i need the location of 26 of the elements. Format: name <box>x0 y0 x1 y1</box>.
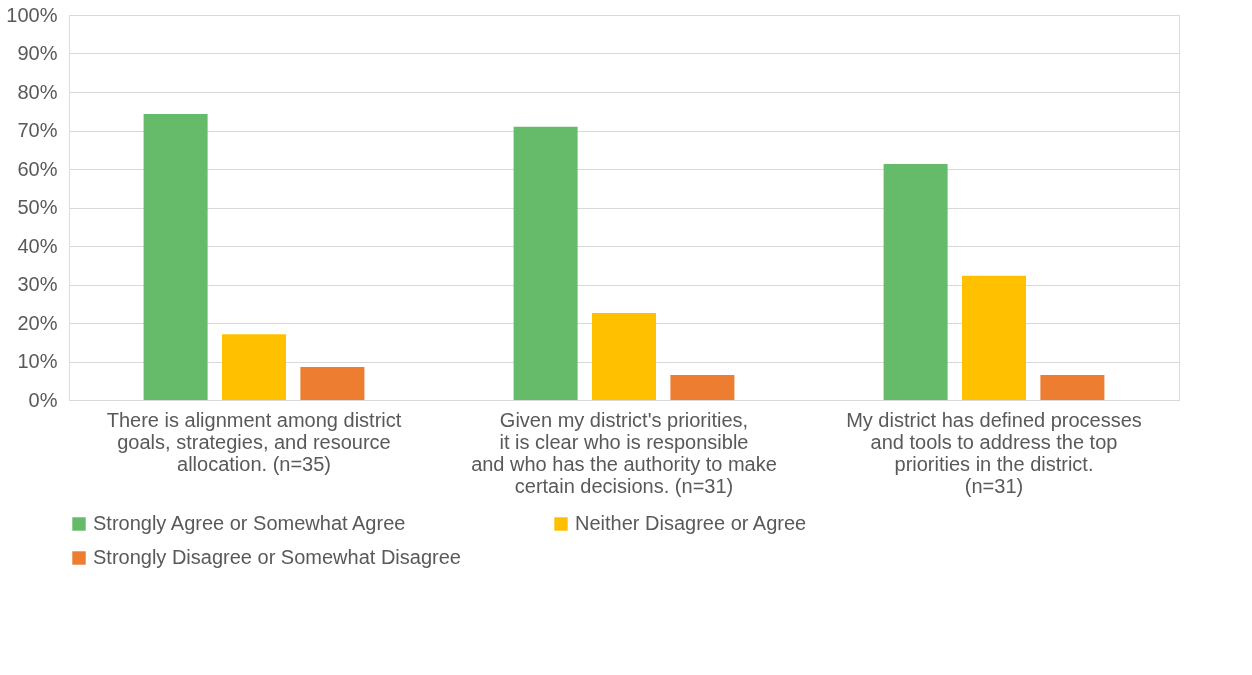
x-tick-label: There is alignment among district goals, strategies, and resource allocation. (n=35) <box>106 408 402 475</box>
y-tick-label: 80% <box>17 80 58 103</box>
bar <box>1040 374 1105 400</box>
bar <box>513 126 578 400</box>
bar <box>592 312 656 400</box>
bar <box>962 275 1026 400</box>
bar <box>670 374 735 400</box>
y-tick-label: 60% <box>17 157 58 180</box>
legend-label: Strongly Agree or Somewhat Agree <box>93 512 406 534</box>
bar <box>222 334 286 400</box>
y-tick-label: 20% <box>17 311 58 334</box>
bar <box>883 164 948 400</box>
y-tick-label: 40% <box>17 234 58 257</box>
y-tick-label: 10% <box>17 350 58 372</box>
legend-label: Strongly Disagree or Somewhat Disagree <box>93 546 461 568</box>
y-tick-label: 30% <box>17 273 58 295</box>
legend-label: Neither Disagree or Agree <box>575 512 807 534</box>
y-tick-label: 100% <box>6 3 58 26</box>
x-tick-label: My district has defined processes and tools to address the top priorities in the district. (n=31) <box>846 408 1142 497</box>
y-tick-label: 70% <box>17 119 58 141</box>
y-tick-label: 90% <box>17 42 58 64</box>
bar <box>143 113 208 400</box>
y-tick-label: 50% <box>17 196 58 218</box>
y-tick-label: 0% <box>28 388 58 411</box>
bar <box>300 366 365 400</box>
x-tick-label: Given my district's priorities, it is clear who is responsible and who has the authority to make certain decisions. (n=31) <box>471 408 777 497</box>
